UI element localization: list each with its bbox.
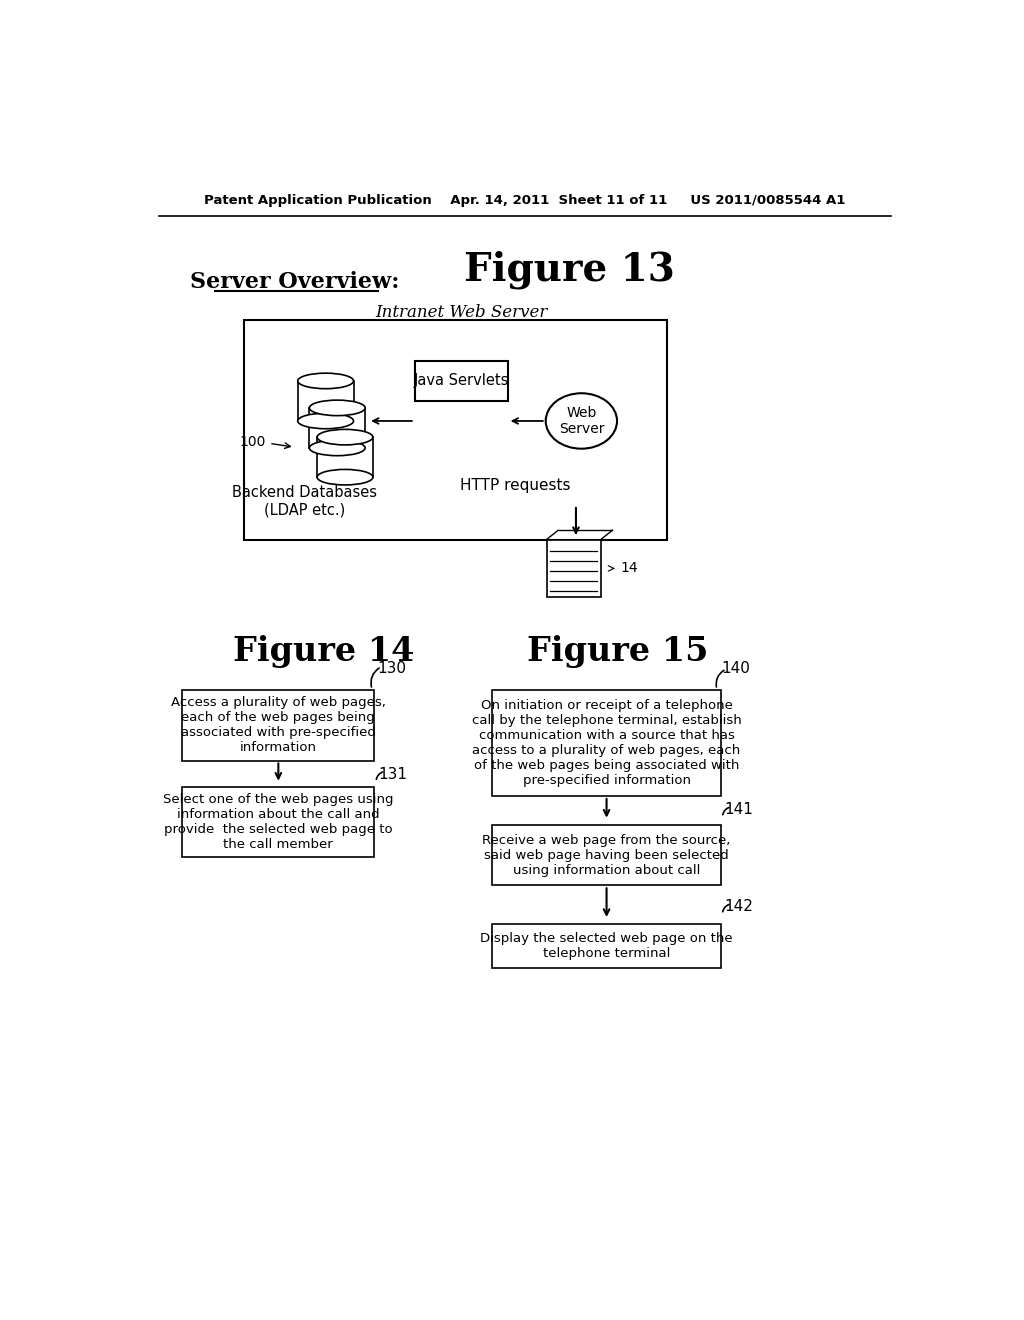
Text: Figure 14: Figure 14 [232, 635, 414, 668]
Text: Java Servlets: Java Servlets [414, 374, 509, 388]
Text: Receive a web page from the source,
said web page having been selected
using inf: Receive a web page from the source, said… [482, 834, 731, 876]
Text: Figure 13: Figure 13 [464, 251, 675, 289]
Ellipse shape [309, 400, 366, 416]
FancyBboxPatch shape [493, 924, 721, 969]
FancyBboxPatch shape [415, 360, 508, 401]
Text: 140: 140 [721, 661, 750, 676]
Text: HTTP requests: HTTP requests [460, 478, 570, 494]
Ellipse shape [298, 374, 353, 388]
Text: On initiation or receipt of a telephone
call by the telephone terminal, establis: On initiation or receipt of a telephone … [472, 698, 741, 787]
Text: Patent Application Publication    Apr. 14, 2011  Sheet 11 of 11     US 2011/0085: Patent Application Publication Apr. 14, … [204, 194, 846, 207]
Text: Figure 15: Figure 15 [527, 635, 709, 668]
FancyBboxPatch shape [182, 788, 375, 857]
Text: 131: 131 [378, 767, 408, 781]
FancyBboxPatch shape [493, 825, 721, 886]
Text: 100: 100 [240, 434, 266, 449]
FancyBboxPatch shape [317, 437, 373, 478]
Text: Display the selected web page on the
telephone terminal: Display the selected web page on the tel… [480, 932, 733, 960]
Text: 14: 14 [621, 561, 638, 576]
Text: Access a plurality of web pages,
each of the web pages being
associated with pre: Access a plurality of web pages, each of… [171, 696, 386, 754]
Text: Intranet Web Server: Intranet Web Server [375, 304, 548, 321]
Text: 141: 141 [725, 803, 754, 817]
Ellipse shape [546, 393, 617, 449]
Text: Web
Server: Web Server [559, 405, 604, 436]
Ellipse shape [298, 413, 353, 429]
FancyBboxPatch shape [245, 321, 667, 540]
Text: Server Overview:: Server Overview: [189, 271, 399, 293]
Text: 130: 130 [378, 661, 407, 676]
FancyBboxPatch shape [309, 408, 366, 447]
Text: 101: 101 [422, 375, 446, 388]
FancyBboxPatch shape [298, 381, 353, 421]
FancyBboxPatch shape [493, 689, 721, 796]
Ellipse shape [317, 429, 373, 445]
FancyBboxPatch shape [547, 540, 601, 598]
Ellipse shape [309, 440, 366, 455]
Text: 142: 142 [725, 899, 754, 915]
FancyBboxPatch shape [182, 689, 375, 760]
Text: Backend Databases
(LDAP etc.): Backend Databases (LDAP etc.) [232, 484, 377, 517]
Text: Select one of the web pages using
information about the call and
provide  the se: Select one of the web pages using inform… [163, 793, 393, 851]
Ellipse shape [317, 470, 373, 484]
